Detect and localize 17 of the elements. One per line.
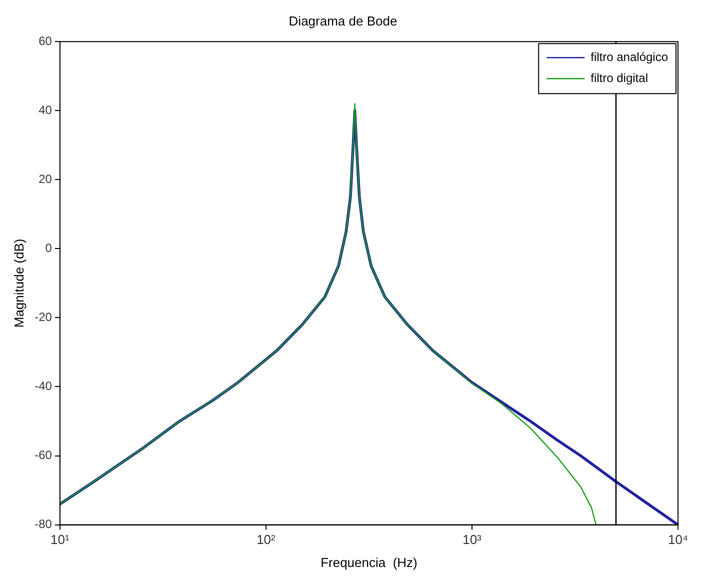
- x-tick-label: 10¹: [50, 532, 70, 548]
- x-tick-label: 10³: [462, 532, 482, 548]
- y-tick-label: 40: [38, 102, 52, 117]
- y-axis-title: Magnitude (dB): [11, 238, 26, 328]
- legend-label: filtro analógico: [590, 50, 668, 64]
- y-tick-label: -60: [34, 448, 52, 462]
- y-tick-label: 20: [38, 172, 52, 186]
- x-tick-label: 10²: [256, 532, 276, 548]
- y-tick-label: -20: [34, 310, 52, 324]
- y-tick-label: -80: [34, 517, 52, 532]
- y-tick-label: 60: [38, 34, 52, 48]
- x-tick-label: 10⁴: [668, 532, 688, 548]
- chart-title: Diagrama de Bode: [288, 13, 398, 28]
- x-axis-title: Frequencia (Hz): [320, 554, 418, 570]
- y-tick-label: 0: [45, 241, 52, 255]
- y-tick-label: -40: [34, 379, 52, 394]
- legend-label: filtro digital: [590, 70, 648, 85]
